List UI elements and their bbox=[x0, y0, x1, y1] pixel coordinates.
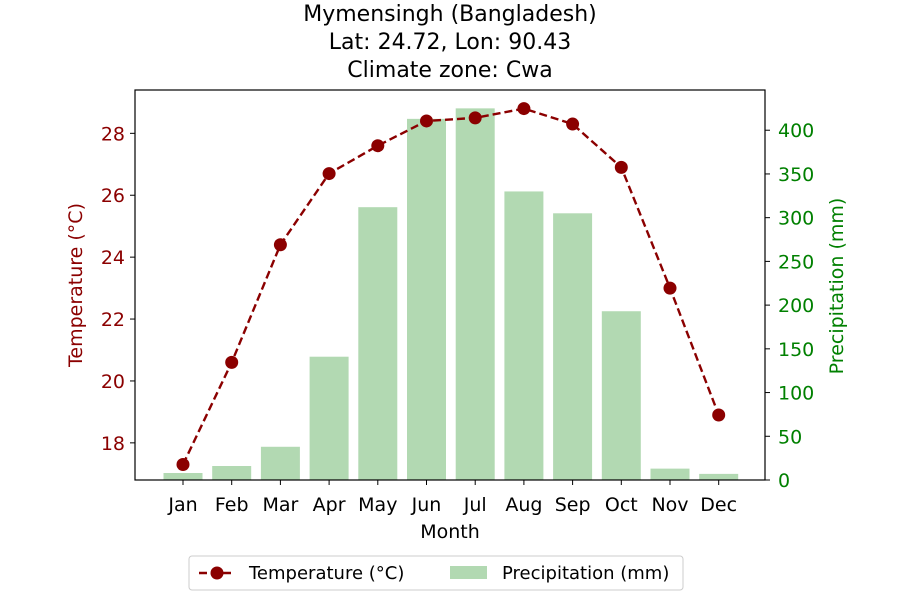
y-right-tick-label: 350 bbox=[778, 164, 814, 186]
precipitation-bar bbox=[553, 213, 592, 480]
x-tick-label: Jul bbox=[463, 494, 487, 516]
precipitation-bar bbox=[699, 474, 738, 480]
y-left-tick-label: 24 bbox=[101, 247, 125, 269]
chart-title-line: Lat: 24.72, Lon: 90.43 bbox=[329, 30, 571, 55]
temperature-point bbox=[371, 139, 384, 152]
y-left-tick-label: 28 bbox=[101, 123, 125, 145]
temperature-line bbox=[177, 102, 726, 471]
temperature-point bbox=[615, 161, 628, 174]
legend-precipitation-label: Precipitation (mm) bbox=[502, 563, 669, 584]
legend-precipitation-swatch bbox=[450, 566, 487, 579]
y-left-tick-label: 26 bbox=[101, 185, 125, 207]
y-left-tick-label: 20 bbox=[101, 371, 125, 393]
x-tick-label: Nov bbox=[651, 494, 688, 516]
x-tick-label: Feb bbox=[215, 494, 249, 516]
chart-title: Mymensingh (Bangladesh) Lat: 24.72, Lon: … bbox=[303, 2, 596, 83]
precipitation-bar bbox=[651, 469, 690, 480]
y-left-axis-label: Temperature (°C) bbox=[65, 203, 87, 368]
y-right-axis-label: Precipitation (mm) bbox=[826, 198, 848, 375]
y-right-tick-label: 100 bbox=[778, 383, 814, 405]
x-tick-label: Apr bbox=[313, 494, 346, 516]
temperature-point bbox=[712, 409, 725, 422]
temperature-point bbox=[225, 356, 238, 369]
temperature-point bbox=[469, 111, 482, 124]
chart-title-line: Mymensingh (Bangladesh) bbox=[303, 2, 596, 27]
y-left-tick-label: 18 bbox=[101, 433, 125, 455]
y-axis-right: 0 50 100 150 200 250 300 350 400 Precipitation (m… bbox=[765, 120, 848, 492]
precipitation-bar bbox=[261, 447, 300, 480]
x-tick-label: Dec bbox=[700, 494, 737, 516]
legend: Temperature (°C) Precipitation (mm) bbox=[189, 556, 683, 590]
y-left-tick-label: 22 bbox=[101, 309, 125, 331]
x-tick-label: Aug bbox=[505, 494, 542, 516]
temperature-point bbox=[274, 238, 287, 251]
y-right-tick-label: 250 bbox=[778, 251, 814, 273]
legend-temperature-marker bbox=[211, 567, 224, 580]
y-right-tick-label: 300 bbox=[778, 208, 814, 230]
temperature-point bbox=[323, 167, 336, 180]
precipitation-bars bbox=[164, 108, 739, 480]
precipitation-bar bbox=[164, 473, 203, 480]
temperature-point bbox=[664, 282, 677, 295]
x-tick-label: May bbox=[358, 494, 397, 516]
temperature-point bbox=[177, 458, 190, 471]
x-axis: Jan Feb Mar Apr May Jun Jul Aug Sep Oct Nov Dec Mont… bbox=[167, 480, 737, 543]
chart-title-line: Climate zone: Cwa bbox=[347, 58, 552, 83]
x-tick-label: Jan bbox=[167, 494, 197, 516]
y-right-tick-label: 400 bbox=[778, 120, 814, 142]
temperature-point bbox=[420, 114, 433, 127]
precipitation-bar bbox=[310, 357, 349, 480]
y-right-tick-label: 50 bbox=[778, 426, 802, 448]
x-tick-label: Mar bbox=[262, 494, 298, 516]
precipitation-bar bbox=[456, 108, 495, 480]
x-tick-label: Oct bbox=[605, 494, 638, 516]
y-right-tick-label: 200 bbox=[778, 295, 814, 317]
x-tick-label: Jun bbox=[411, 494, 442, 516]
precipitation-bar bbox=[358, 207, 397, 480]
y-right-tick-label: 150 bbox=[778, 339, 814, 361]
precipitation-bar bbox=[602, 311, 641, 480]
precipitation-bar bbox=[407, 119, 446, 480]
y-right-tick-label: 0 bbox=[778, 470, 790, 492]
precipitation-bar bbox=[504, 191, 543, 480]
temperature-point bbox=[517, 102, 530, 115]
legend-temperature-label: Temperature (°C) bbox=[248, 563, 404, 584]
y-axis-left: 18 20 22 24 26 28 Temperature (°C) bbox=[65, 123, 135, 455]
x-axis-label: Month bbox=[420, 521, 480, 543]
x-tick-label: Sep bbox=[555, 494, 591, 516]
temperature-point bbox=[566, 118, 579, 131]
precipitation-bar bbox=[212, 466, 251, 480]
